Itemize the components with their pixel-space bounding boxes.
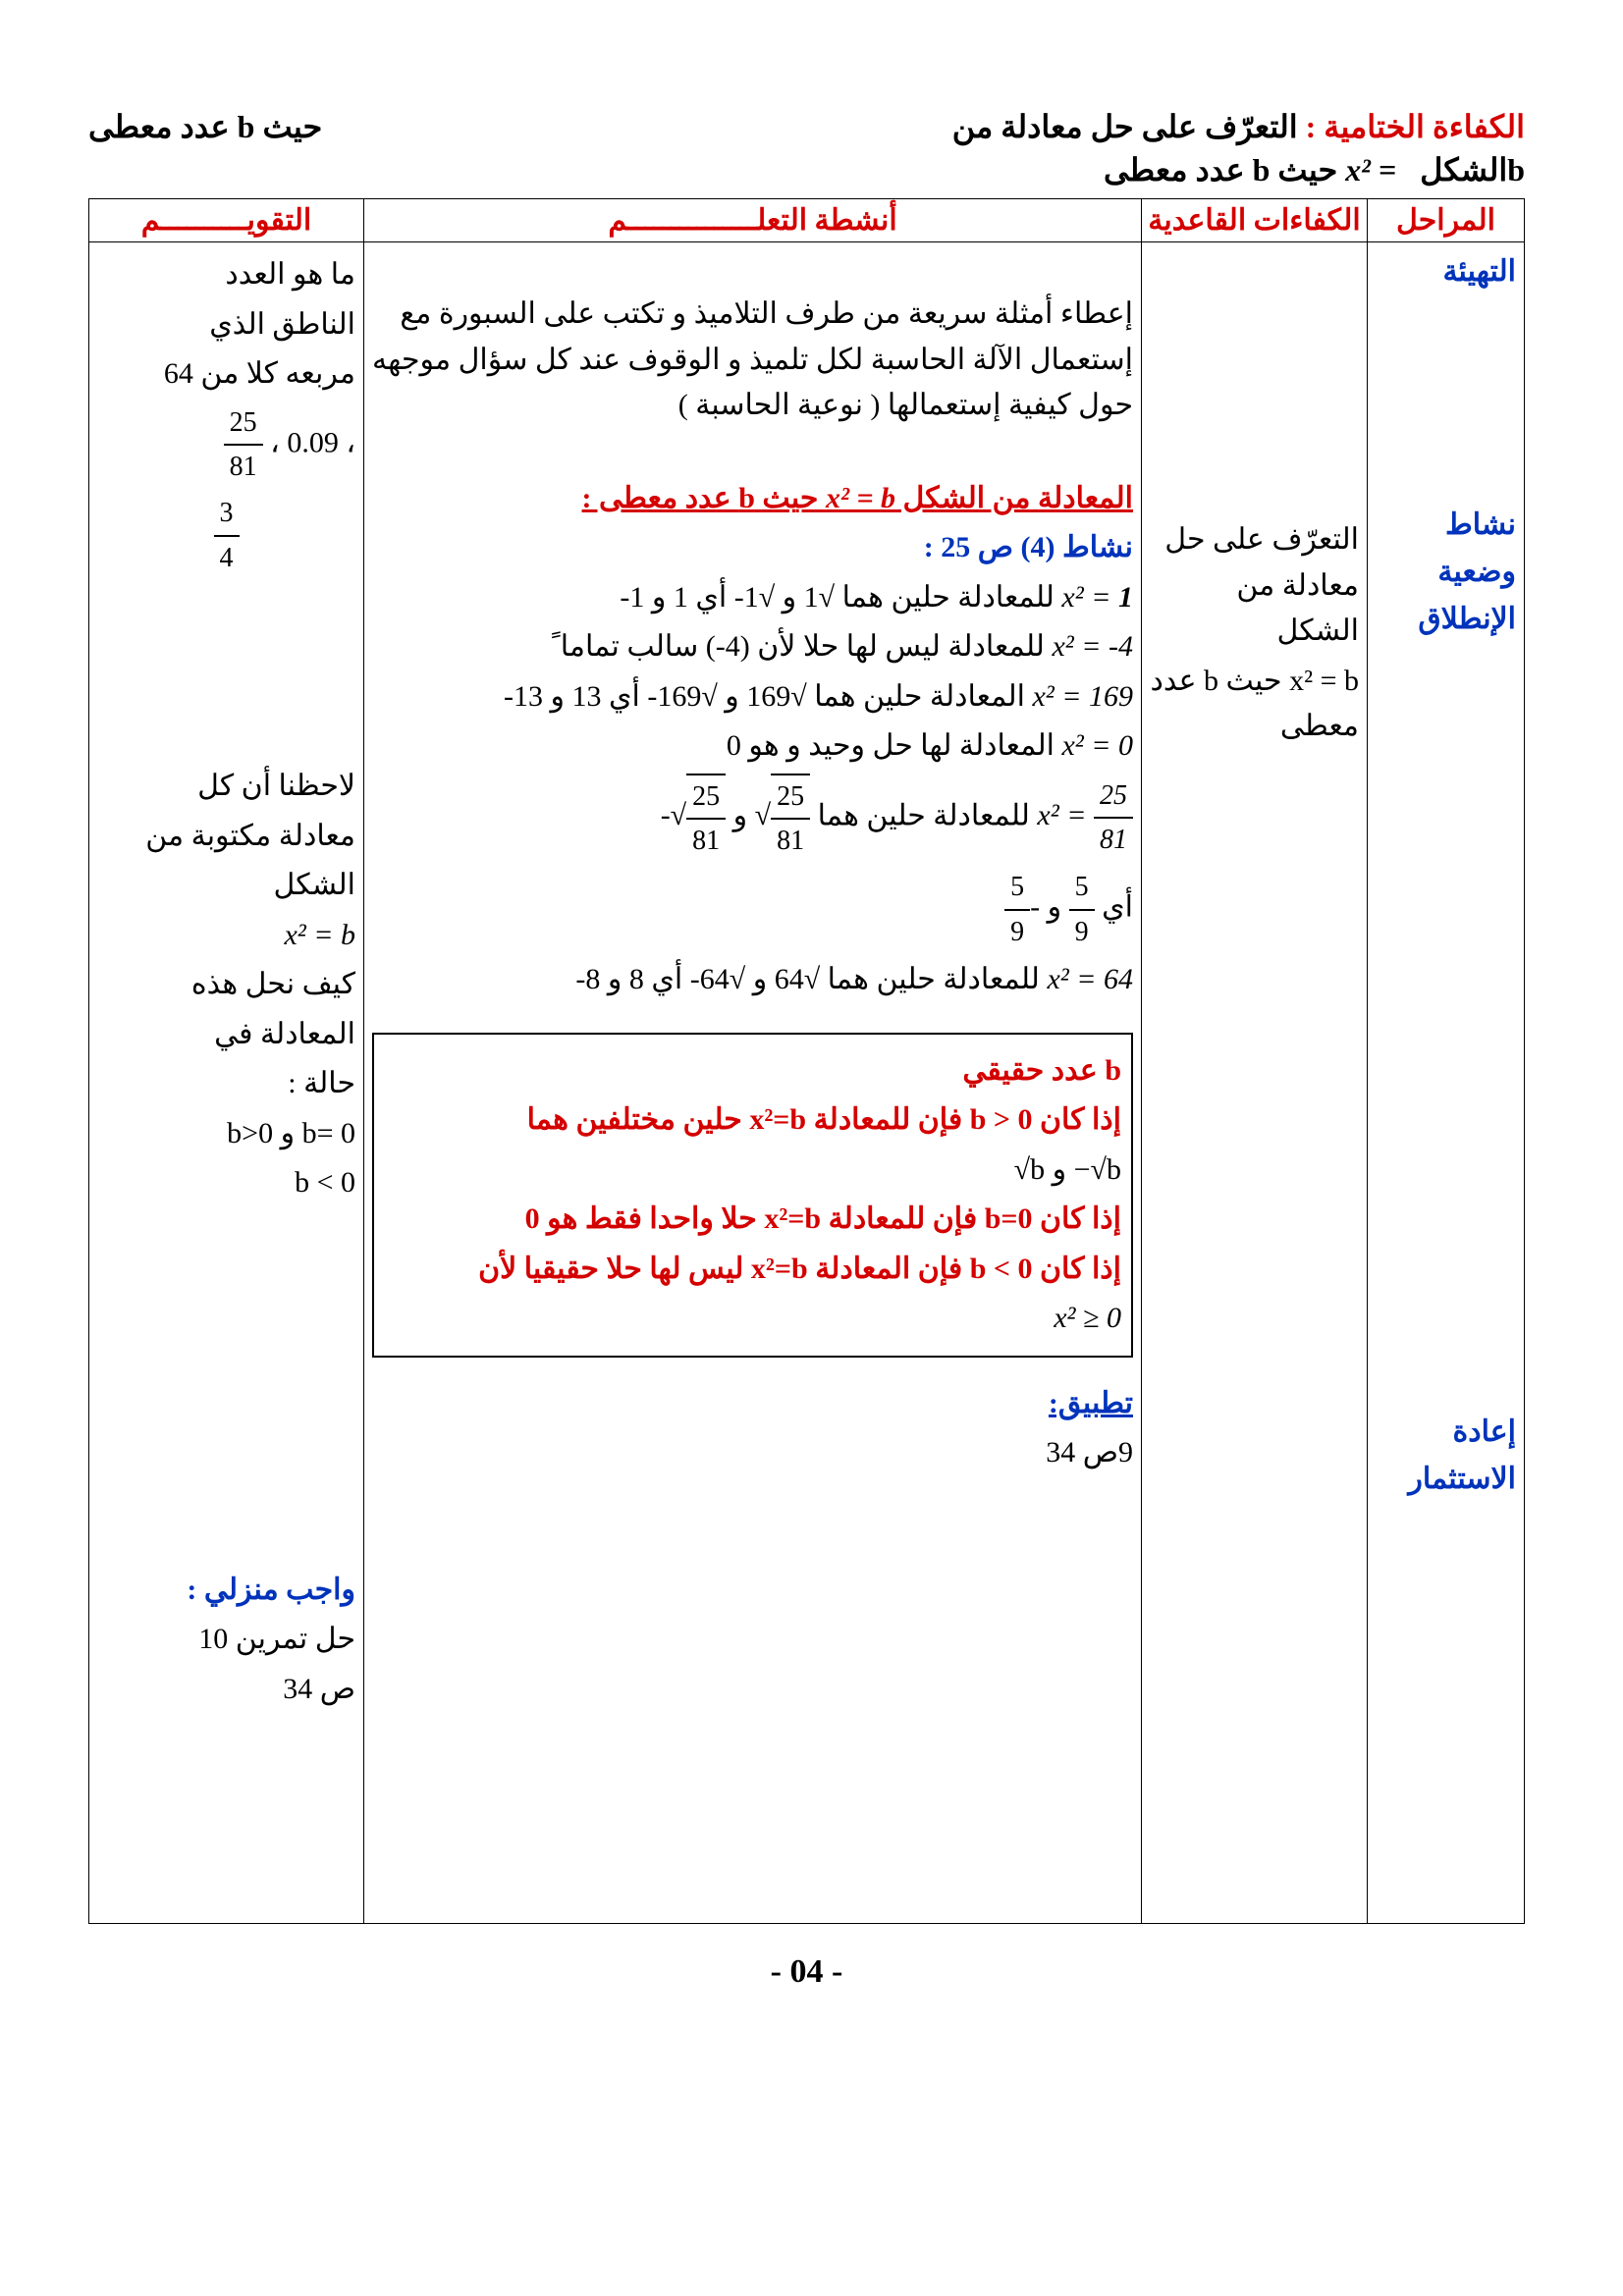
eq-line-2: x² = -4 للمعادلة ليس لها حلا لأن (4-) سا… (372, 624, 1133, 670)
eval-obs-l8: b < 0 (97, 1160, 355, 1206)
eval-q1-l3: مربعه كلا من 64 (97, 351, 355, 398)
eval-q1-l1: ما هو العدد (97, 252, 355, 298)
eq-line-3: x² = 169 المعادلة حلين هما √169 و √169- … (372, 674, 1133, 721)
table-header: المراحل الكفاءات القاعدية أنشطة التعلـــ… (89, 199, 1525, 242)
eq2-text: للمعادلة ليس لها حلا لأن (4-) سالب تماما… (552, 630, 1045, 663)
col-header-stages: المراحل (1368, 199, 1525, 242)
basecomp-eq: x² = b (1289, 665, 1359, 697)
eval-obs-l5: المعادلة في (97, 1012, 355, 1058)
stage-activity: نشاط (1376, 502, 1516, 549)
eq4-lhs: x² = 0 (1061, 729, 1133, 762)
eq5-lhs: x² = 2581 (1037, 799, 1133, 831)
eq-line-4: x² = 0 المعادلة لها حل وحيد و هو 0 (372, 723, 1133, 770)
eq5-mid: للمعادلة حلين هما (810, 799, 1030, 831)
eq4-text: المعادلة لها حل وحيد و هو 0 (727, 729, 1055, 762)
stages-cell: التهيئة نشاط وضعية الإنطلاق إعادة الاستث… (1368, 242, 1525, 1924)
stage-warmup: التهيئة (1376, 248, 1516, 295)
base-competency-cell: التعرّف على حل معادلة من الشكل x² = b حي… (1142, 242, 1368, 1924)
section-title-eq: x² = b (826, 482, 895, 514)
eval-obs-l4: كيف نحل هذه (97, 962, 355, 1008)
eq2-lhs: x² = -4 (1052, 630, 1133, 663)
competency-text: التعرّف على حل معادلة من (952, 109, 1298, 144)
basecomp-line2: x² = b حيث b عدد معطى (1150, 659, 1359, 750)
eval-obs-l3: الشكل (97, 863, 355, 909)
application-label: تطبيق: (372, 1381, 1133, 1427)
stage-reinvest2: الاستثمار (1376, 1456, 1516, 1503)
concl-l2: إذا كان b > 0 فإن للمعادلة x²=b حلين مخت… (384, 1097, 1121, 1144)
conclusion-box: b عدد حقيقي إذا كان b > 0 فإن للمعادلة x… (372, 1033, 1133, 1358)
eval-obs-l1: لاحظنا أن كل (97, 764, 355, 810)
application-ref: 9ص 34 (372, 1430, 1133, 1476)
eval-q1-l5: 34 (97, 492, 355, 579)
eval-obs-l2: معادلة مكتوبة من (97, 814, 355, 860)
shape-suffix: حيث b عدد معطى (1104, 152, 1337, 187)
concl-l1: b عدد حقيقي (384, 1048, 1121, 1095)
eq5-and: و (726, 799, 747, 831)
shape-label: bالشكل (1420, 152, 1525, 187)
competency-heading: الكفاءة الختامية : التعرّف على حل معادلة… (88, 108, 1525, 145)
basecomp-line1: التعرّف على حل معادلة من الشكل (1150, 517, 1359, 655)
eval-hw-label: واجب منزلي : (97, 1568, 355, 1614)
eq5-res-pre: أي (1095, 891, 1133, 924)
eval-obs-l7: b>0 و b= 0 (97, 1111, 355, 1157)
activity-ref: نشاط (4) ص 25 : (372, 525, 1133, 571)
eq3-text: المعادلة حلين هما √169 و √169- أي 13 و 1… (504, 680, 1025, 713)
eval-hw-l2: ص 34 (97, 1667, 355, 1713)
concl-l3: إذا كان b=0 فإن للمعادلة x²=b حلا واحدا … (384, 1197, 1121, 1243)
eq-line-5-result: أي 59 و -59 (372, 866, 1133, 953)
eq-line-1: x² = 1 للمعادلة حلين هما √1 و √1- أي 1 و… (372, 575, 1133, 621)
eval-q1-l4: ، 0.09 ، 2581 (97, 401, 355, 489)
table-row: التهيئة نشاط وضعية الإنطلاق إعادة الاستث… (89, 242, 1525, 1924)
eq5-sqrt2: -√2581 (661, 799, 726, 831)
col-header-evaluation: التقويــــــــــم (89, 199, 364, 242)
section-title-pre: المعادلة من الشكل (895, 482, 1133, 514)
shape-equation: x² = (1345, 152, 1396, 187)
eq-line-6: x² = 64 للمعادلة حلين هما √64 و √64- أي … (372, 957, 1133, 1003)
eval-obs-l6: حالة : (97, 1061, 355, 1107)
eq6-text: للمعادلة حلين هما √64 و √64- أي 8 و 8- (575, 963, 1040, 995)
col-header-activities: أنشطة التعلـــــــــــــــم (364, 199, 1142, 242)
eq1-lhs: x² = 1 (1061, 581, 1133, 614)
section-title-post: حيث b عدد معطى : (582, 482, 826, 514)
eq6-lhs: x² = 64 (1047, 963, 1133, 995)
lesson-plan-table: المراحل الكفاءات القاعدية أنشطة التعلـــ… (88, 198, 1525, 1924)
stage-situation: وضعية (1376, 549, 1516, 596)
activities-cell: إعطاء أمثلة سريعة من طرف التلاميذ و تكتب… (364, 242, 1142, 1924)
col-header-basecomp: الكفاءات القاعدية (1142, 199, 1368, 242)
warmup-text: إعطاء أمثلة سريعة من طرف التلاميذ و تكتب… (372, 292, 1133, 429)
concl-l4: إذا كان b < 0 فإن المعادلة x²=b ليس لها … (384, 1247, 1121, 1293)
stage-launch: الإنطلاق (1376, 596, 1516, 643)
stage-reinvest1: إعادة (1376, 1409, 1516, 1456)
eval-obs-eq: x² = b (97, 913, 355, 959)
eq5-sqrt1: √2581 (755, 799, 810, 831)
concl-l4b: x² ≥ 0 (384, 1296, 1121, 1342)
eval-hw-l1: حل تمرين 10 (97, 1617, 355, 1663)
page-number: - 04 - (88, 1953, 1525, 1991)
competency-line2: bالشكل x² = حيث b عدد معطى (88, 151, 1525, 188)
eq3-lhs: x² = 169 (1032, 680, 1133, 713)
eq5-res-and: و (1040, 891, 1061, 924)
section-title: المعادلة من الشكل x² = b حيث b عدد معطى … (372, 476, 1133, 522)
concl-l2b: √b و −√b (384, 1148, 1121, 1194)
evaluation-cell: ما هو العدد الناطق الذي مربعه كلا من 64 … (89, 242, 364, 1924)
competency-right: الكفاءة الختامية : التعرّف على حل معادلة… (952, 108, 1525, 145)
eq1-text: للمعادلة حلين هما √1 و √1- أي 1 و 1- (620, 581, 1055, 614)
eq-line-5: x² = 2581 للمعادلة حلين هما √2581 و -√25… (372, 774, 1133, 863)
eval-q1-l2: الناطق الذي (97, 302, 355, 348)
competency-left: حيث b عدد معطى (88, 108, 322, 145)
competency-label: الكفاءة الختامية : (1306, 109, 1525, 144)
